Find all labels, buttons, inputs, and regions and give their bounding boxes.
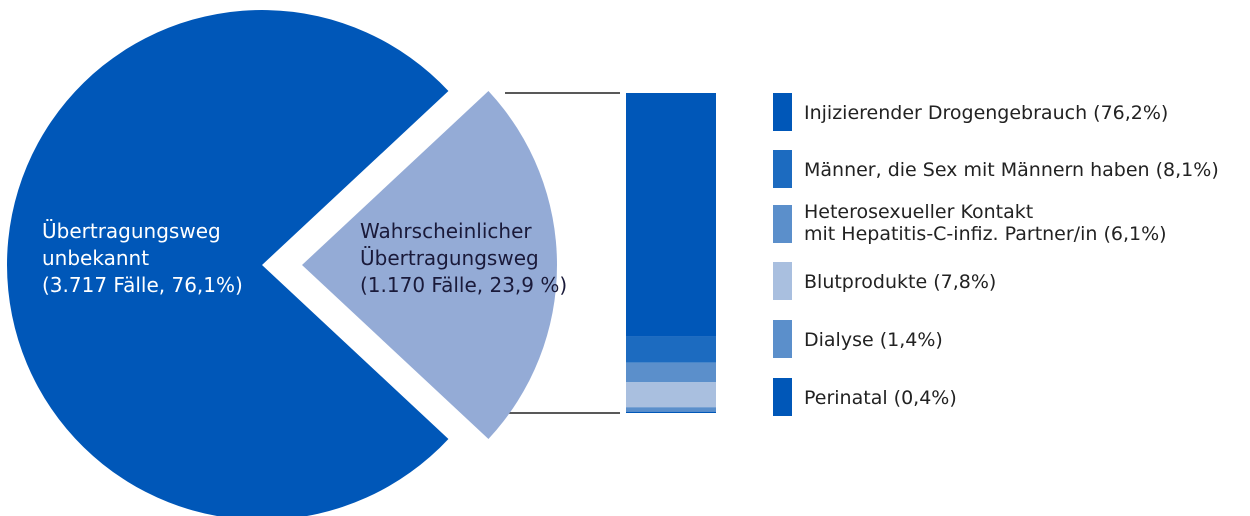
legend-label: Heterosexueller Kontakt mit Hepatitis-C-… <box>804 201 1098 245</box>
slice-name: Übertragungsweg unbekannt <box>42 219 221 270</box>
legend-label: Injizierender Drogengebrauch <box>804 102 1088 124</box>
slice-value: (1.170 Fälle, 23,9 %) <box>360 273 568 297</box>
slice-value: (3.717 Fälle, 76,1%) <box>42 273 243 297</box>
bar-segment <box>626 336 716 363</box>
legend-entry: Männer, die Sex mit Männern haben (8,1%) <box>804 159 1219 181</box>
legend-label: Männer, die Sex mit Männern haben <box>804 159 1150 181</box>
legend-entry: Perinatal (0,4%) <box>804 387 957 409</box>
legend-entry: Heterosexueller Kontakt mit Hepatitis-C-… <box>804 201 1167 245</box>
slice-label: Wahrscheinlicher Übertragungsweg (1.170 F… <box>360 218 567 299</box>
legend-swatch <box>773 205 792 243</box>
legend-value: (8,1%) <box>1155 159 1219 181</box>
bar-segment <box>626 382 716 408</box>
legend-value: (1,4%) <box>879 329 943 351</box>
bar-segment <box>626 93 716 337</box>
legend-label: Blutprodukte <box>804 271 928 293</box>
legend-label: Perinatal <box>804 387 888 409</box>
legend-value: (7,8%) <box>933 271 997 293</box>
bar-segment <box>626 411 716 413</box>
legend-value: (76,2%) <box>1093 102 1169 124</box>
legend-label: Dialyse <box>804 329 874 351</box>
legend-entry: Dialyse (1,4%) <box>804 329 943 351</box>
legend-swatch <box>773 93 792 131</box>
legend-swatch <box>773 150 792 188</box>
bar-segment <box>626 407 716 412</box>
legend-swatch <box>773 378 792 416</box>
bar-segment <box>626 362 716 383</box>
legend-value: (6,1%) <box>1103 223 1167 245</box>
legend-swatch <box>773 262 792 300</box>
pie-slice <box>302 91 558 439</box>
legend-value: (0,4%) <box>893 387 957 409</box>
legend-entry: Injizierender Drogengebrauch (76,2%) <box>804 102 1168 124</box>
slice-name: Wahrscheinlicher Übertragungsweg <box>360 219 539 270</box>
legend-swatch <box>773 320 792 358</box>
pie-slice <box>6 10 449 516</box>
legend-entry: Blutprodukte (7,8%) <box>804 271 996 293</box>
slice-label: Übertragungsweg unbekannt (3.717 Fälle, 7… <box>42 218 243 299</box>
